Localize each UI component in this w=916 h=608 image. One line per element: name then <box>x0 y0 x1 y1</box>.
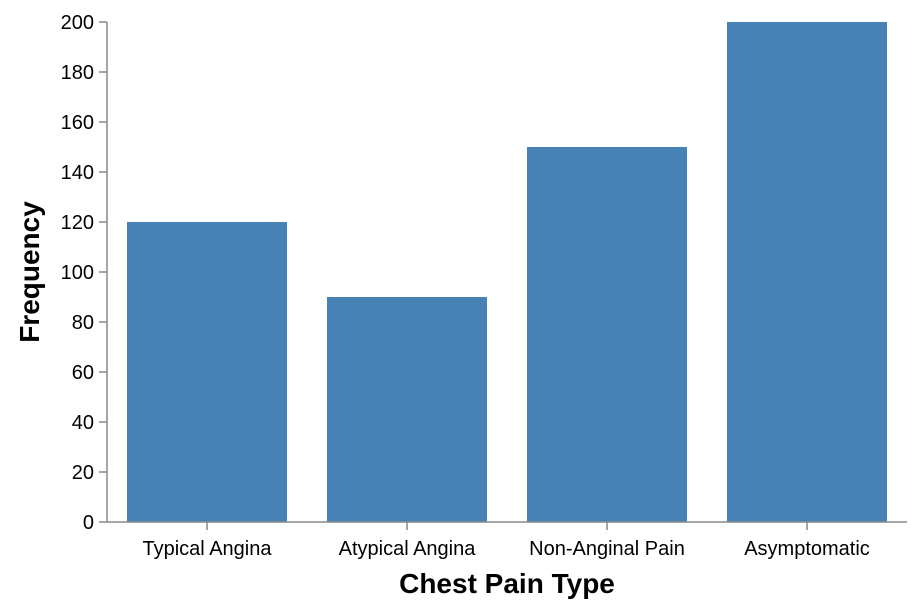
bar-non-anginal-pain <box>527 147 687 522</box>
y-tick-label: 60 <box>72 362 94 384</box>
y-tick-label: 180 <box>61 62 94 84</box>
y-axis-title: Frequency <box>14 201 45 343</box>
x-tick-label: Typical Angina <box>143 538 273 560</box>
y-tick-label: 40 <box>72 412 94 434</box>
x-axis: Typical Angina Atypical Angina Non-Anginal… <box>107 521 907 560</box>
y-tick-label: 120 <box>61 212 94 234</box>
y-tick-label: 0 <box>83 512 94 534</box>
y-tick-label: 140 <box>61 162 94 184</box>
y-tick-label: 80 <box>72 312 94 334</box>
x-tick-label: Asymptomatic <box>744 538 870 560</box>
y-tick-label: 160 <box>61 112 94 134</box>
bar-asymptomatic <box>727 22 887 522</box>
bar-atypical-angina <box>327 297 487 522</box>
x-tick-label: Non-Anginal Pain <box>529 538 685 560</box>
bars-layer <box>127 22 887 522</box>
x-tick-label: Atypical Angina <box>339 538 477 560</box>
x-axis-title: Chest Pain Type <box>399 568 615 599</box>
y-axis: 0 20 40 60 80 100 120 140 160 180 200 <box>61 12 108 534</box>
y-tick-label: 100 <box>61 262 94 284</box>
bar-typical-angina <box>127 222 287 522</box>
y-tick-label: 20 <box>72 462 94 484</box>
y-tick-label: 200 <box>61 12 94 34</box>
